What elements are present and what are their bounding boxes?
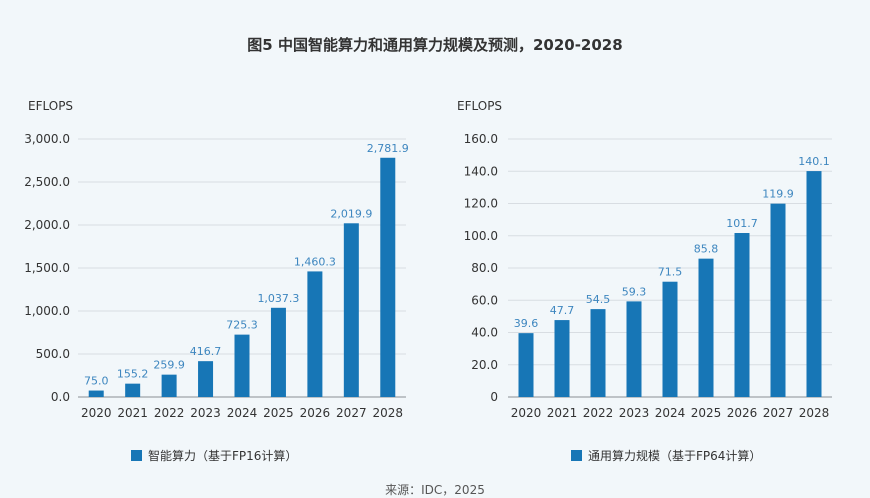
left-bar-value-label: 155.2 <box>117 368 149 381</box>
right-bar-value-label: 71.5 <box>658 266 683 279</box>
left-bar-value-label: 2,019.9 <box>330 207 372 220</box>
right-y-tick-label: 80.0 <box>471 261 498 275</box>
left-y-tick-label: 500.0 <box>36 347 70 361</box>
left-bar-2023 <box>198 361 214 397</box>
right-x-tick-label: 2021 <box>547 406 578 420</box>
left-bar-value-label: 1,037.3 <box>257 292 299 305</box>
right-bar-2025 <box>698 258 714 397</box>
left-x-tick-label: 2022 <box>154 406 185 420</box>
left-y-tick-label: 1,000.0 <box>24 304 70 318</box>
left-bar-2020 <box>88 390 104 397</box>
right-bar-2023 <box>626 301 642 397</box>
left-bar-value-label: 1,460.3 <box>294 255 336 268</box>
left-x-tick-label: 2027 <box>336 406 367 420</box>
right-y-tick-label: 40.0 <box>471 326 498 340</box>
right-y-tick-label: 140.0 <box>464 164 498 178</box>
left-bar-value-label: 75.0 <box>84 375 109 388</box>
left-y-unit-label: EFLOPS <box>28 99 74 113</box>
right-bar-2022 <box>590 309 606 397</box>
left-legend-label: 智能算力（基于FP16计算） <box>148 449 298 463</box>
right-bar-value-label: 140.1 <box>798 155 830 168</box>
right-bar-2027 <box>770 203 786 397</box>
right-x-tick-label: 2022 <box>583 406 614 420</box>
left-y-tick-label: 3,000.0 <box>24 132 70 146</box>
right-legend-swatch <box>571 450 582 461</box>
left-x-tick-label: 2021 <box>117 406 148 420</box>
left-bar-2022 <box>161 374 177 397</box>
source-note: 来源：IDC，2025 <box>385 483 485 497</box>
right-x-tick-label: 2024 <box>655 406 686 420</box>
right-bar-value-label: 101.7 <box>726 217 758 230</box>
right-legend: 通用算力规模（基于FP64计算） <box>571 447 761 464</box>
right-x-tick-label: 2025 <box>691 406 722 420</box>
left-x-tick-label: 2023 <box>190 406 221 420</box>
right-bar-2021 <box>554 320 570 397</box>
right-bar-2026 <box>734 233 750 397</box>
left-legend-swatch <box>131 450 142 461</box>
right-x-tick-label: 2026 <box>727 406 758 420</box>
left-y-tick-label: 1,500.0 <box>24 261 70 275</box>
left-y-tick-label: 2,000.0 <box>24 218 70 232</box>
right-x-tick-label: 2023 <box>619 406 650 420</box>
left-bar-2024 <box>234 334 250 397</box>
right-bar-value-label: 59.3 <box>622 285 647 298</box>
right-bar-2028 <box>806 171 822 397</box>
left-bar-value-label: 259.9 <box>153 359 185 372</box>
right-y-tick-label: 160.0 <box>464 132 498 146</box>
left-x-tick-label: 2025 <box>263 406 294 420</box>
right-y-tick-label: 60.0 <box>471 293 498 307</box>
right-bar-value-label: 39.6 <box>514 317 539 330</box>
left-bar-2026 <box>307 271 323 397</box>
left-bar-2025 <box>270 307 286 397</box>
right-legend-label: 通用算力规模（基于FP64计算） <box>588 449 762 463</box>
right-y-tick-label: 100.0 <box>464 229 498 243</box>
left-bar-value-label: 2,781.9 <box>367 142 409 155</box>
right-y-tick-label: 0 <box>490 390 498 404</box>
right-x-tick-label: 2028 <box>799 406 830 420</box>
left-bar-2028 <box>380 157 396 397</box>
right-bar-value-label: 47.7 <box>550 304 575 317</box>
right-bar-2020 <box>518 333 534 397</box>
left-bar-value-label: 725.3 <box>226 319 258 332</box>
left-legend: 智能算力（基于FP16计算） <box>131 447 297 464</box>
right-y-unit-label: EFLOPS <box>457 99 503 113</box>
left-y-tick-label: 2,500.0 <box>24 175 70 189</box>
left-x-tick-label: 2020 <box>81 406 112 420</box>
right-bar-value-label: 119.9 <box>762 188 794 201</box>
right-y-tick-label: 120.0 <box>464 197 498 211</box>
right-x-tick-label: 2027 <box>763 406 794 420</box>
chart-title: 图5 中国智能算力和通用算力规模及预测，2020-2028 <box>247 36 623 54</box>
left-bar-2021 <box>125 383 141 397</box>
left-x-tick-label: 2028 <box>373 406 404 420</box>
right-bar-2024 <box>662 281 678 397</box>
right-bar-value-label: 85.8 <box>694 243 719 256</box>
left-x-tick-label: 2024 <box>227 406 258 420</box>
right-x-tick-label: 2020 <box>511 406 542 420</box>
left-bar-2027 <box>343 223 359 397</box>
left-x-tick-label: 2026 <box>300 406 331 420</box>
left-y-tick-label: 0.0 <box>51 390 70 404</box>
right-y-tick-label: 20.0 <box>471 358 498 372</box>
left-bar-value-label: 416.7 <box>190 345 222 358</box>
right-bar-value-label: 54.5 <box>586 293 611 306</box>
